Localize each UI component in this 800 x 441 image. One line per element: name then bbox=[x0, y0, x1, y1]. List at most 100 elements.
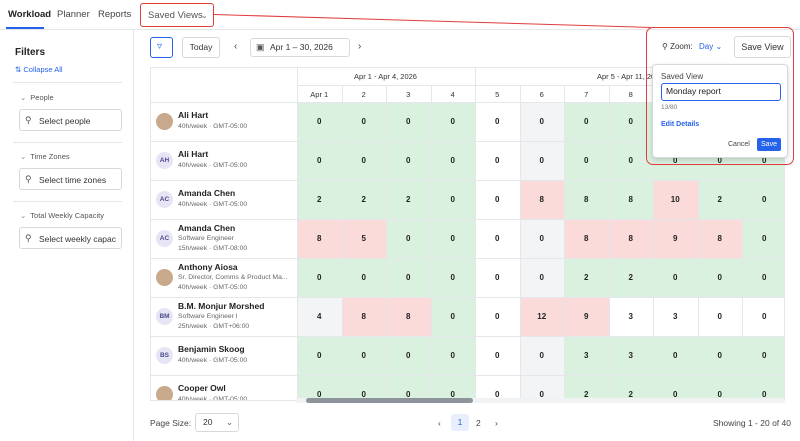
person-row-label[interactable]: Ali Hart 40h/week · GMT-05:00 bbox=[151, 102, 297, 141]
workload-cell[interactable]: 0 bbox=[341, 375, 386, 400]
workload-cell[interactable]: 0 bbox=[341, 258, 386, 297]
time-zones-select[interactable]: ⚲ Select time zones bbox=[19, 168, 122, 190]
cancel-button[interactable]: Cancel bbox=[728, 141, 750, 148]
section-time-zones[interactable]: ⌄ Time Zones bbox=[20, 152, 70, 161]
workload-cell[interactable]: 10 bbox=[653, 180, 698, 219]
workload-cell[interactable]: 2 bbox=[297, 180, 342, 219]
section-weekly-capacity[interactable]: ⌄ Total Weekly Capacity bbox=[20, 211, 104, 220]
workload-cell[interactable]: 0 bbox=[430, 141, 475, 180]
workload-cell[interactable]: 8 bbox=[608, 180, 653, 219]
workload-cell[interactable]: 0 bbox=[564, 141, 609, 180]
workload-cell[interactable]: 0 bbox=[519, 258, 564, 297]
workload-cell[interactable]: 2 bbox=[608, 258, 653, 297]
workload-cell[interactable]: 8 bbox=[564, 180, 609, 219]
filter-toggle-button[interactable]: ▿ bbox=[150, 37, 173, 58]
workload-cell[interactable]: 0 bbox=[430, 297, 475, 336]
date-range-picker[interactable]: ▣ Apr 1 – 30, 2026 bbox=[250, 38, 350, 57]
workload-cell[interactable]: 0 bbox=[297, 375, 342, 400]
workload-cell[interactable]: 3 bbox=[608, 297, 653, 336]
prev-page-icon[interactable]: ‹ bbox=[438, 418, 441, 428]
workload-cell[interactable]: 2 bbox=[608, 375, 653, 400]
workload-cell[interactable]: 0 bbox=[653, 336, 698, 375]
next-page-icon[interactable]: › bbox=[495, 418, 498, 428]
next-arrow-icon[interactable]: › bbox=[358, 41, 362, 52]
workload-cell[interactable]: 8 bbox=[519, 180, 564, 219]
workload-cell[interactable]: 0 bbox=[742, 375, 784, 400]
tab-reports[interactable]: Reports bbox=[98, 9, 132, 20]
prev-arrow-icon[interactable]: ‹ bbox=[234, 41, 238, 52]
person-row-label[interactable]: BM B.M. Monjur Morshed Software Engineer I… bbox=[151, 297, 297, 336]
workload-cell[interactable]: 0 bbox=[608, 141, 653, 180]
workload-cell[interactable]: 0 bbox=[475, 180, 520, 219]
person-row-label[interactable]: BS Benjamin Skoog 40h/week · GMT-05:00 bbox=[151, 336, 297, 375]
workload-cell[interactable]: 0 bbox=[475, 141, 520, 180]
workload-cell[interactable]: 8 bbox=[564, 219, 609, 258]
person-row-label[interactable]: AH Ali Hart 40h/week · GMT-05:00 bbox=[151, 141, 297, 180]
person-row-label[interactable]: Anthony Aiosa Sr. Director, Comms & Produ… bbox=[151, 258, 297, 297]
person-row-label[interactable]: AC Amanda Chen 40h/week · GMT-05:00 bbox=[151, 180, 297, 219]
workload-cell[interactable]: 0 bbox=[519, 336, 564, 375]
workload-cell[interactable]: 0 bbox=[742, 297, 784, 336]
workload-cell[interactable]: 2 bbox=[697, 180, 742, 219]
workload-cell[interactable]: 0 bbox=[697, 375, 742, 400]
workload-cell[interactable]: 0 bbox=[519, 141, 564, 180]
workload-cell[interactable]: 0 bbox=[475, 297, 520, 336]
workload-cell[interactable]: 0 bbox=[653, 375, 698, 400]
workload-cell[interactable]: 0 bbox=[608, 102, 653, 141]
workload-cell[interactable]: 2 bbox=[564, 375, 609, 400]
workload-cell[interactable]: 0 bbox=[386, 102, 431, 141]
workload-cell[interactable]: 5 bbox=[341, 219, 386, 258]
workload-cell[interactable]: 0 bbox=[475, 336, 520, 375]
workload-cell[interactable]: 0 bbox=[430, 102, 475, 141]
workload-cell[interactable]: 0 bbox=[386, 258, 431, 297]
workload-cell[interactable]: 0 bbox=[430, 336, 475, 375]
workload-cell[interactable]: 0 bbox=[430, 180, 475, 219]
workload-cell[interactable]: 0 bbox=[742, 258, 784, 297]
workload-cell[interactable]: 12 bbox=[519, 297, 564, 336]
workload-cell[interactable]: 0 bbox=[297, 336, 342, 375]
workload-cell[interactable]: 8 bbox=[697, 219, 742, 258]
workload-cell[interactable]: 0 bbox=[386, 375, 431, 400]
workload-cell[interactable]: 0 bbox=[519, 219, 564, 258]
workload-cell[interactable]: 0 bbox=[742, 336, 784, 375]
save-button[interactable]: Save bbox=[757, 138, 781, 151]
workload-cell[interactable]: 0 bbox=[386, 141, 431, 180]
section-people[interactable]: ⌄ People bbox=[20, 93, 54, 102]
workload-cell[interactable]: 8 bbox=[341, 297, 386, 336]
tab-planner[interactable]: Planner bbox=[57, 9, 90, 20]
workload-cell[interactable]: 0 bbox=[475, 102, 520, 141]
workload-cell[interactable]: 0 bbox=[697, 297, 742, 336]
workload-cell[interactable]: 2 bbox=[564, 258, 609, 297]
workload-cell[interactable]: 0 bbox=[653, 258, 698, 297]
workload-cell[interactable]: 8 bbox=[608, 219, 653, 258]
person-row-label[interactable]: AC Amanda Chen Software Engineer 15h/week ·… bbox=[151, 219, 297, 258]
workload-cell[interactable]: 0 bbox=[341, 141, 386, 180]
horizontal-scrollbar[interactable] bbox=[296, 398, 785, 403]
workload-cell[interactable]: 0 bbox=[475, 258, 520, 297]
workload-cell[interactable]: 0 bbox=[475, 219, 520, 258]
workload-cell[interactable]: 0 bbox=[519, 375, 564, 400]
collapse-all-link[interactable]: ⇅ Collapse All bbox=[15, 65, 63, 74]
save-view-button[interactable]: Save View bbox=[734, 36, 791, 58]
workload-cell[interactable]: 0 bbox=[297, 141, 342, 180]
workload-cell[interactable]: 3 bbox=[564, 336, 609, 375]
person-row-label[interactable]: Cooper Owl 40h/week · GMT-05:00 bbox=[151, 375, 297, 400]
workload-cell[interactable]: 0 bbox=[519, 102, 564, 141]
workload-cell[interactable]: 3 bbox=[653, 297, 698, 336]
workload-cell[interactable]: 0 bbox=[341, 102, 386, 141]
weekly-capacity-select[interactable]: ⚲ Select weekly capac bbox=[19, 227, 122, 249]
workload-cell[interactable]: 3 bbox=[608, 336, 653, 375]
workload-cell[interactable]: 8 bbox=[386, 297, 431, 336]
today-button[interactable]: Today bbox=[182, 37, 220, 58]
workload-cell[interactable]: 9 bbox=[564, 297, 609, 336]
workload-cell[interactable]: 0 bbox=[297, 102, 342, 141]
scrollbar-thumb[interactable] bbox=[306, 398, 473, 403]
people-select[interactable]: ⚲ Select people bbox=[19, 109, 122, 131]
page-2-button[interactable]: 2 bbox=[476, 418, 481, 428]
workload-cell[interactable]: 0 bbox=[430, 219, 475, 258]
workload-cell[interactable]: 0 bbox=[564, 102, 609, 141]
zoom-control[interactable]: ⚲ Zoom: Day ⌄ bbox=[662, 42, 722, 51]
workload-cell[interactable]: 2 bbox=[386, 180, 431, 219]
page-size-select[interactable]: 20 ⌄ bbox=[195, 413, 239, 432]
page-1-button[interactable]: 1 bbox=[451, 414, 469, 431]
